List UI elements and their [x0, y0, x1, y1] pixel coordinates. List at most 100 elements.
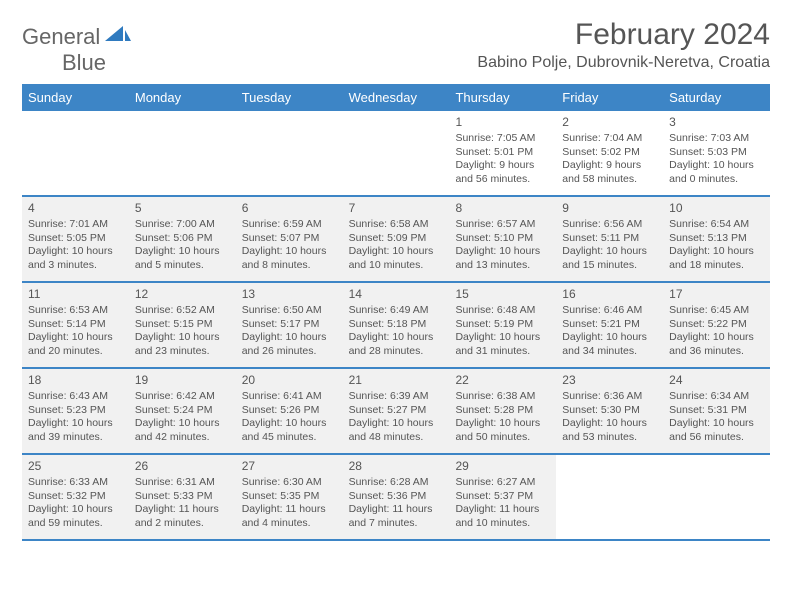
sunset-text: Sunset: 5:06 PM	[135, 232, 230, 245]
sunrise-text: Sunrise: 6:31 AM	[135, 476, 230, 489]
calendar-cell: 9Sunrise: 6:56 AMSunset: 5:11 PMDaylight…	[556, 197, 663, 281]
sunrise-text: Sunrise: 6:56 AM	[562, 218, 657, 231]
sunrise-text: Sunrise: 6:54 AM	[669, 218, 764, 231]
sunrise-text: Sunrise: 6:45 AM	[669, 304, 764, 317]
daylight-text: Daylight: 10 hours and 53 minutes.	[562, 417, 657, 444]
sunset-text: Sunset: 5:19 PM	[455, 318, 550, 331]
daylight-text: Daylight: 10 hours and 28 minutes.	[349, 331, 444, 358]
sunrise-text: Sunrise: 6:41 AM	[242, 390, 337, 403]
daylight-text: Daylight: 10 hours and 15 minutes.	[562, 245, 657, 272]
day-number: 25	[28, 459, 123, 474]
sunset-text: Sunset: 5:21 PM	[562, 318, 657, 331]
sunrise-text: Sunrise: 7:00 AM	[135, 218, 230, 231]
day-number: 13	[242, 287, 337, 302]
sunrise-text: Sunrise: 7:03 AM	[669, 132, 764, 145]
calendar-cell: 11Sunrise: 6:53 AMSunset: 5:14 PMDayligh…	[22, 283, 129, 367]
calendar-row: 11Sunrise: 6:53 AMSunset: 5:14 PMDayligh…	[22, 283, 770, 369]
calendar-cell-empty	[236, 111, 343, 195]
calendar-cell-empty	[663, 455, 770, 539]
sunset-text: Sunset: 5:01 PM	[455, 146, 550, 159]
calendar-cell: 4Sunrise: 7:01 AMSunset: 5:05 PMDaylight…	[22, 197, 129, 281]
sunset-text: Sunset: 5:15 PM	[135, 318, 230, 331]
day-number: 11	[28, 287, 123, 302]
sunset-text: Sunset: 5:22 PM	[669, 318, 764, 331]
sunset-text: Sunset: 5:35 PM	[242, 490, 337, 503]
calendar-cell: 21Sunrise: 6:39 AMSunset: 5:27 PMDayligh…	[343, 369, 450, 453]
day-header: Saturday	[663, 84, 770, 111]
daylight-text: Daylight: 10 hours and 39 minutes.	[28, 417, 123, 444]
day-number: 27	[242, 459, 337, 474]
calendar-cell: 16Sunrise: 6:46 AMSunset: 5:21 PMDayligh…	[556, 283, 663, 367]
sunset-text: Sunset: 5:37 PM	[455, 490, 550, 503]
day-number: 26	[135, 459, 230, 474]
calendar-cell: 1Sunrise: 7:05 AMSunset: 5:01 PMDaylight…	[449, 111, 556, 195]
calendar-cell: 20Sunrise: 6:41 AMSunset: 5:26 PMDayligh…	[236, 369, 343, 453]
day-number: 2	[562, 115, 657, 130]
daylight-text: Daylight: 11 hours and 10 minutes.	[455, 503, 550, 530]
day-header: Tuesday	[236, 84, 343, 111]
sunrise-text: Sunrise: 6:48 AM	[455, 304, 550, 317]
sunset-text: Sunset: 5:18 PM	[349, 318, 444, 331]
day-number: 29	[455, 459, 550, 474]
calendar-cell: 29Sunrise: 6:27 AMSunset: 5:37 PMDayligh…	[449, 455, 556, 539]
daylight-text: Daylight: 10 hours and 8 minutes.	[242, 245, 337, 272]
calendar-cell-empty	[129, 111, 236, 195]
sunrise-text: Sunrise: 6:42 AM	[135, 390, 230, 403]
header: General Blue February 2024 Babino Polje,…	[22, 18, 770, 76]
sunrise-text: Sunrise: 6:57 AM	[455, 218, 550, 231]
sunrise-text: Sunrise: 6:39 AM	[349, 390, 444, 403]
day-number: 23	[562, 373, 657, 388]
day-number: 10	[669, 201, 764, 216]
calendar-cell: 3Sunrise: 7:03 AMSunset: 5:03 PMDaylight…	[663, 111, 770, 195]
daylight-text: Daylight: 10 hours and 18 minutes.	[669, 245, 764, 272]
sunrise-text: Sunrise: 6:36 AM	[562, 390, 657, 403]
daylight-text: Daylight: 10 hours and 31 minutes.	[455, 331, 550, 358]
sunrise-text: Sunrise: 6:59 AM	[242, 218, 337, 231]
day-number: 14	[349, 287, 444, 302]
calendar-cell: 25Sunrise: 6:33 AMSunset: 5:32 PMDayligh…	[22, 455, 129, 539]
sunset-text: Sunset: 5:03 PM	[669, 146, 764, 159]
calendar-row: 18Sunrise: 6:43 AMSunset: 5:23 PMDayligh…	[22, 369, 770, 455]
sunset-text: Sunset: 5:26 PM	[242, 404, 337, 417]
sunset-text: Sunset: 5:09 PM	[349, 232, 444, 245]
daylight-text: Daylight: 10 hours and 56 minutes.	[669, 417, 764, 444]
sunrise-text: Sunrise: 7:04 AM	[562, 132, 657, 145]
day-number: 4	[28, 201, 123, 216]
day-number: 12	[135, 287, 230, 302]
day-number: 8	[455, 201, 550, 216]
day-header: Friday	[556, 84, 663, 111]
calendar-cell: 22Sunrise: 6:38 AMSunset: 5:28 PMDayligh…	[449, 369, 556, 453]
daylight-text: Daylight: 10 hours and 5 minutes.	[135, 245, 230, 272]
daylight-text: Daylight: 11 hours and 2 minutes.	[135, 503, 230, 530]
daylight-text: Daylight: 10 hours and 50 minutes.	[455, 417, 550, 444]
daylight-text: Daylight: 10 hours and 48 minutes.	[349, 417, 444, 444]
day-number: 17	[669, 287, 764, 302]
calendar-cell: 7Sunrise: 6:58 AMSunset: 5:09 PMDaylight…	[343, 197, 450, 281]
calendar-cell: 14 Sunrise: 6:49 AMSunset: 5:18 PMDayligh…	[343, 283, 450, 367]
calendar-cell: 28Sunrise: 6:28 AMSunset: 5:36 PMDayligh…	[343, 455, 450, 539]
day-header: Thursday	[449, 84, 556, 111]
calendar: SundayMondayTuesdayWednesdayThursdayFrid…	[22, 84, 770, 541]
title-block: February 2024 Babino Polje, Dubrovnik-Ne…	[477, 18, 770, 72]
daylight-text: Daylight: 10 hours and 59 minutes.	[28, 503, 123, 530]
daylight-text: Daylight: 10 hours and 13 minutes.	[455, 245, 550, 272]
sunset-text: Sunset: 5:31 PM	[669, 404, 764, 417]
daylight-text: Daylight: 10 hours and 0 minutes.	[669, 159, 764, 186]
calendar-cell: 24Sunrise: 6:34 AMSunset: 5:31 PMDayligh…	[663, 369, 770, 453]
calendar-cell-empty	[556, 455, 663, 539]
calendar-cell-empty	[343, 111, 450, 195]
sunset-text: Sunset: 5:27 PM	[349, 404, 444, 417]
sunrise-text: Sunrise: 6:52 AM	[135, 304, 230, 317]
day-header: Monday	[129, 84, 236, 111]
sunrise-text: Sunrise: 6:49 AM	[349, 304, 444, 317]
sunset-text: Sunset: 5:33 PM	[135, 490, 230, 503]
calendar-row: 25Sunrise: 6:33 AMSunset: 5:32 PMDayligh…	[22, 455, 770, 541]
daylight-text: Daylight: 10 hours and 34 minutes.	[562, 331, 657, 358]
sunrise-text: Sunrise: 6:58 AM	[349, 218, 444, 231]
sunrise-text: Sunrise: 6:43 AM	[28, 390, 123, 403]
day-number: 9	[562, 201, 657, 216]
calendar-body: 1Sunrise: 7:05 AMSunset: 5:01 PMDaylight…	[22, 111, 770, 541]
daylight-text: Daylight: 10 hours and 23 minutes.	[135, 331, 230, 358]
calendar-header-row: SundayMondayTuesdayWednesdayThursdayFrid…	[22, 84, 770, 111]
logo: General Blue	[22, 24, 131, 76]
